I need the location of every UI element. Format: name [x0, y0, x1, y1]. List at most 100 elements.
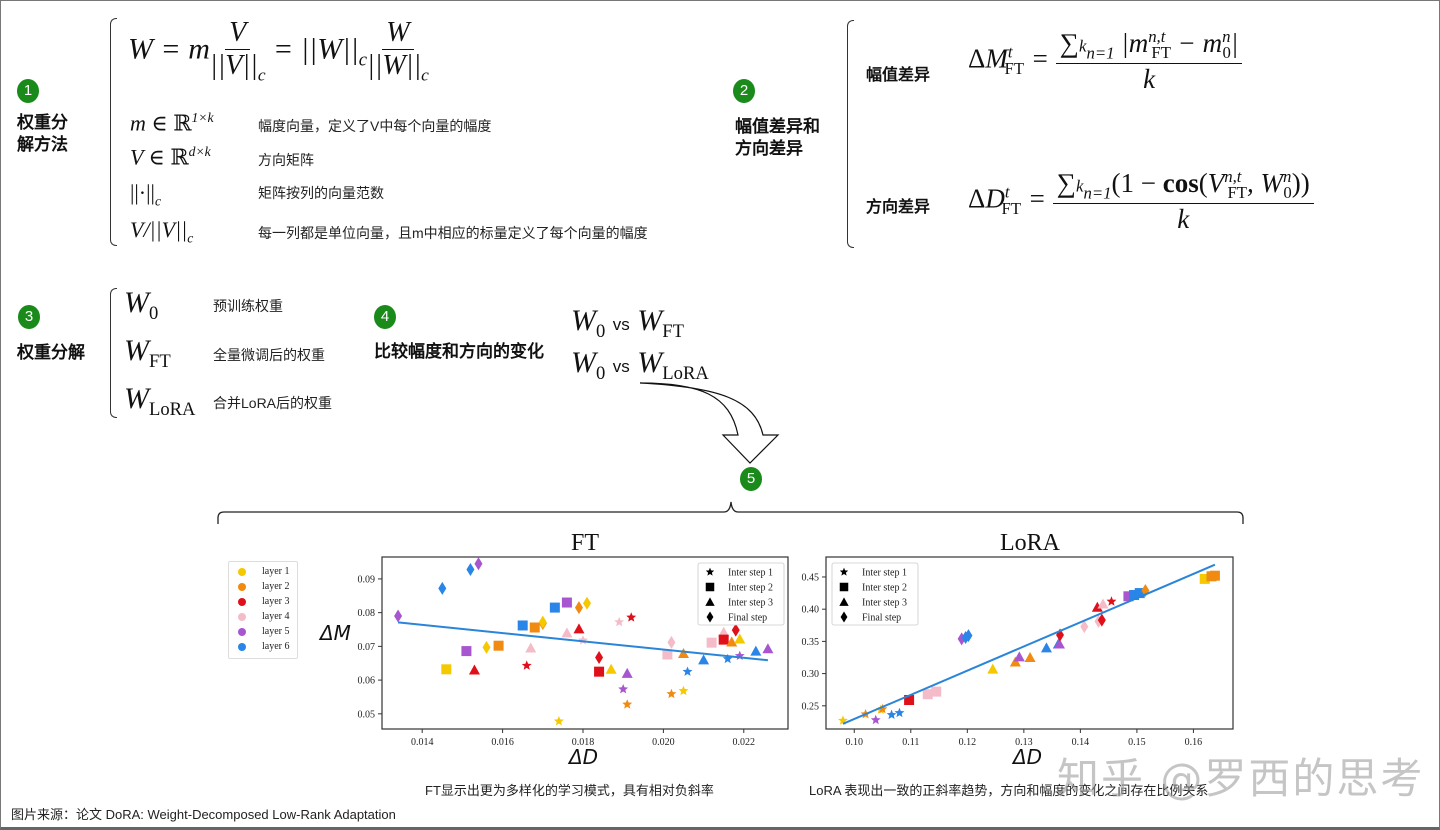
star-marker-icon: [722, 653, 733, 664]
section2-title-line2: 方向差异: [735, 139, 803, 158]
x-tick-label: 0.020: [652, 737, 675, 748]
star-marker-icon: [521, 660, 532, 670]
star-marker-icon: [734, 650, 745, 660]
step-badge-4: 4: [374, 305, 396, 329]
layer-legend-item: layer 1: [229, 564, 297, 579]
legend-dot-icon: [238, 597, 246, 606]
triangle-marker-icon: [726, 636, 738, 647]
triangle-marker-icon: [987, 663, 999, 674]
square-marker-icon: [549, 602, 560, 613]
square-marker-icon: [529, 622, 540, 633]
legend-dot-icon: [238, 627, 246, 636]
diamond-marker-icon: [706, 611, 714, 623]
y-tick-label: 0.35: [802, 637, 820, 648]
triangle-marker-icon: [561, 627, 573, 638]
square-marker-icon: [493, 640, 504, 651]
lora-chart-title: LoRA: [1000, 530, 1060, 556]
image-source: 图片来源：论文 DoRA: Weight-Decomposed Low-Rank…: [11, 807, 396, 822]
y-tick-label: 0.08: [358, 608, 376, 619]
step-legend: Inter step 1 Inter step 2 Inter step 3 Fina…: [697, 562, 785, 626]
diamond-marker-icon: [667, 635, 676, 649]
symbol-V: V ∈ ℝd×k: [130, 144, 211, 170]
section1-title-line1: 权重分: [17, 113, 68, 132]
step-legend: Inter step 1 Inter step 2 Inter step 3 Fina…: [831, 562, 919, 626]
diamond-marker-icon: [595, 651, 604, 665]
triangle-marker-icon: [1024, 651, 1036, 662]
square-marker-icon: [922, 689, 933, 700]
step-legend-label: Final step: [862, 613, 901, 624]
x-tick-label: 0.14: [1072, 737, 1090, 748]
triangle-marker-icon: [698, 654, 710, 665]
lora-xlabel: ΔD: [1013, 745, 1043, 769]
star-marker-icon: [553, 716, 564, 726]
desc-WFT: 全量微调后的权重: [213, 347, 325, 363]
diamond-marker-icon: [1097, 613, 1106, 627]
triangle-marker-icon: [468, 664, 480, 675]
step-legend-label: Final step: [728, 613, 767, 624]
desc-unit-direction: 每一列都是单位向量，且m中相应的标量定义了每个向量的幅度: [258, 225, 648, 241]
y-tick-label: 0.30: [802, 669, 820, 680]
diamond-marker-icon: [438, 581, 447, 595]
x-tick-label: 0.022: [733, 737, 756, 748]
x-tick-label: 0.13: [1015, 737, 1032, 748]
triangle-marker-icon: [1040, 642, 1052, 653]
diamond-marker-icon: [964, 629, 973, 643]
diamond-marker-icon: [394, 609, 403, 623]
diamond-marker-icon: [574, 601, 583, 615]
section1-title: 权重分 解方法: [17, 112, 68, 156]
layer-legend-item: layer 3: [229, 594, 297, 609]
diamond-marker-icon: [731, 623, 740, 637]
star-marker-icon: [886, 709, 897, 719]
y-tick-label: 0.25: [802, 701, 820, 712]
square-marker-icon: [594, 666, 605, 677]
square-marker-icon: [718, 634, 729, 645]
magnitude-diff-label: 幅值差异: [866, 67, 931, 84]
direction-diff-formula: ΔDtFT = ∑kn=1(1 − cos(Vn,tFT, Wn0)) k: [968, 167, 1314, 235]
symbol-unit-direction: V/||V||c: [130, 217, 194, 246]
star-marker-icon: [870, 714, 881, 725]
y-tick-label: 0.05: [358, 709, 376, 720]
y-tick-label: 0.09: [358, 574, 376, 585]
step-badge-2: 2: [733, 79, 755, 103]
y-tick-label: 0.07: [358, 642, 376, 653]
y-tick-label: 0.06: [358, 676, 376, 687]
x-tick-label: 0.014: [411, 737, 434, 748]
symbol-WLoRA: WLoRA: [124, 382, 196, 420]
triangle-marker-icon: [573, 623, 585, 634]
square-marker-icon: [441, 664, 452, 675]
square-marker-icon: [561, 597, 572, 608]
star-marker-icon: [838, 715, 848, 725]
legend-dot-icon: [238, 567, 246, 576]
watermark: 知乎 @罗西的思考: [1057, 754, 1425, 803]
magnitude-diff-formula: ΔMtFT = ∑kn=1 |mn,tFT − mn0| k: [968, 27, 1243, 95]
triangle-marker-icon: [605, 663, 617, 674]
desc-W0: 预训练权重: [213, 298, 283, 314]
ft-caption: FT显示出更为多样化的学习模式，具有相对负斜率: [425, 783, 714, 798]
square-marker-icon: [1134, 588, 1145, 599]
star-marker-icon: [626, 612, 637, 622]
section1-title-line2: 解方法: [17, 135, 68, 154]
triangle-marker-icon: [1009, 656, 1021, 667]
triangle-marker-icon: [762, 643, 774, 654]
ft-ylabel: ΔM: [320, 621, 351, 645]
direction-diff-label: 方向差异: [866, 199, 931, 216]
triangle-marker-icon: [677, 647, 689, 658]
triangle-marker-icon: [734, 633, 746, 644]
curved-arrow-icon: [639, 382, 780, 464]
triangle-marker-icon: [525, 642, 537, 653]
step-legend-label: Inter step 1: [862, 568, 907, 579]
symbol-W0: W0: [124, 286, 159, 324]
x-tick-label: 0.15: [1128, 737, 1146, 748]
square-marker-icon: [517, 620, 528, 631]
diamond-marker-icon: [538, 615, 547, 629]
section2-brace: [847, 20, 854, 248]
legend-dot-icon: [238, 612, 246, 621]
step-legend-label: Inter step 2: [728, 583, 773, 594]
square-marker-icon: [705, 582, 715, 592]
star-marker-icon: [682, 666, 693, 676]
triangle-marker-icon: [839, 597, 849, 606]
section2-title-line1: 幅值差异和: [735, 117, 820, 136]
desc-WLoRA: 合并LoRA后的权重: [213, 395, 333, 411]
x-tick-label: 0.018: [572, 737, 595, 748]
section4-title: 比较幅度和方向的变化: [374, 342, 544, 361]
